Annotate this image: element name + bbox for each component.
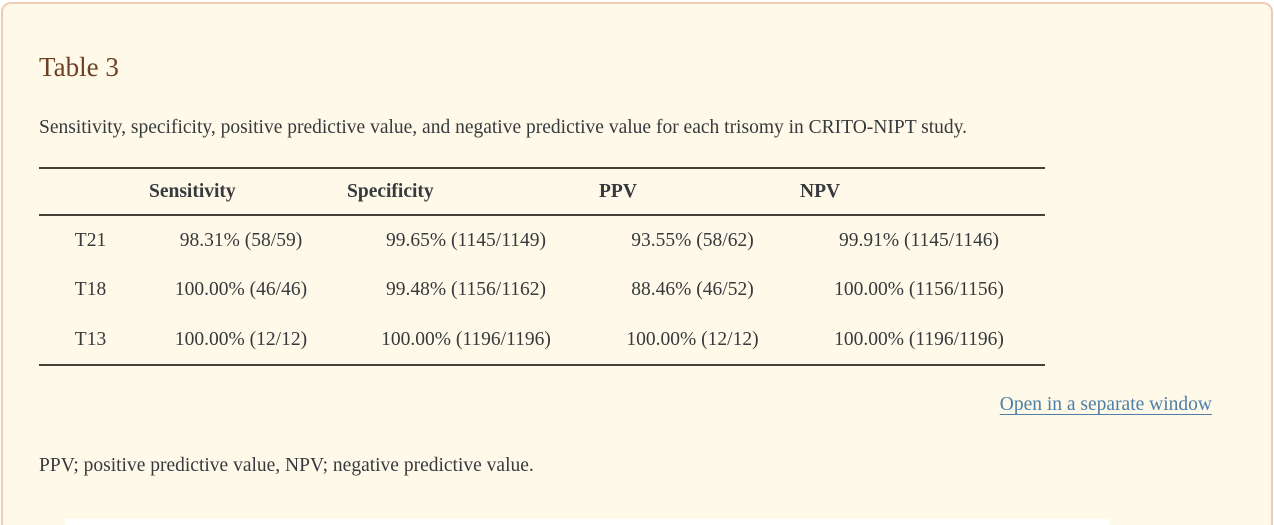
column-header-rowlabel xyxy=(39,168,142,216)
column-header-specificity: Specificity xyxy=(340,168,592,216)
cell-ppv: 88.46% (46/52) xyxy=(631,279,754,300)
table-footnote: PPV; positive predictive value, NPV; neg… xyxy=(39,455,534,476)
cell-ppv: 100.00% (12/12) xyxy=(626,328,759,350)
table-section: Table 3 Sensitivity, specificity, positi… xyxy=(3,4,1271,479)
cell-ppv: 93.55% (58/62) xyxy=(631,229,754,251)
cell-sensitivity: 100.00% (46/46) xyxy=(174,279,308,300)
next-section-edge xyxy=(65,519,1110,525)
open-separate-window-link[interactable]: Open in a separate window xyxy=(999,394,1212,415)
table-row: T13 100.00% (12/12) 100.00% (1196/1196) … xyxy=(39,315,1045,365)
table-row: T18 100.00% (46/46) 99.48% (1156/1162) 8… xyxy=(39,265,1045,315)
cell-npv: 99.91% (1145/1146) xyxy=(839,229,999,251)
cell-sensitivity: 100.00% (12/12) xyxy=(174,328,308,350)
table-caption: Sensitivity, specificity, positive predi… xyxy=(39,117,968,138)
table-row: T21 98.31% (58/59) 99.65% (1145/1149) 93… xyxy=(39,215,1045,265)
cell-npv: 100.00% (1196/1196) xyxy=(834,328,1004,350)
row-label: T13 xyxy=(74,328,107,350)
column-header-ppv: PPV xyxy=(592,168,793,216)
cell-npv: 100.00% (1156/1156) xyxy=(834,279,1004,300)
row-label: T21 xyxy=(74,229,107,251)
cell-sensitivity: 98.31% (58/59) xyxy=(179,229,303,251)
table-title: Table 3 xyxy=(39,52,119,82)
cell-specificity: 99.65% (1145/1149) xyxy=(386,229,546,251)
header-row: Sensitivity Specificity PPV NPV xyxy=(39,168,1045,216)
link-row: Open in a separate window xyxy=(39,394,1212,416)
row-label: T18 xyxy=(74,279,107,300)
results-table: Sensitivity Specificity PPV NPV T21 98.3… xyxy=(39,167,1045,366)
cell-specificity: 100.00% (1196/1196) xyxy=(381,328,551,350)
cell-specificity: 99.48% (1156/1162) xyxy=(386,279,546,300)
column-header-npv: NPV xyxy=(793,168,1045,216)
column-header-sensitivity: Sensitivity xyxy=(142,168,340,216)
